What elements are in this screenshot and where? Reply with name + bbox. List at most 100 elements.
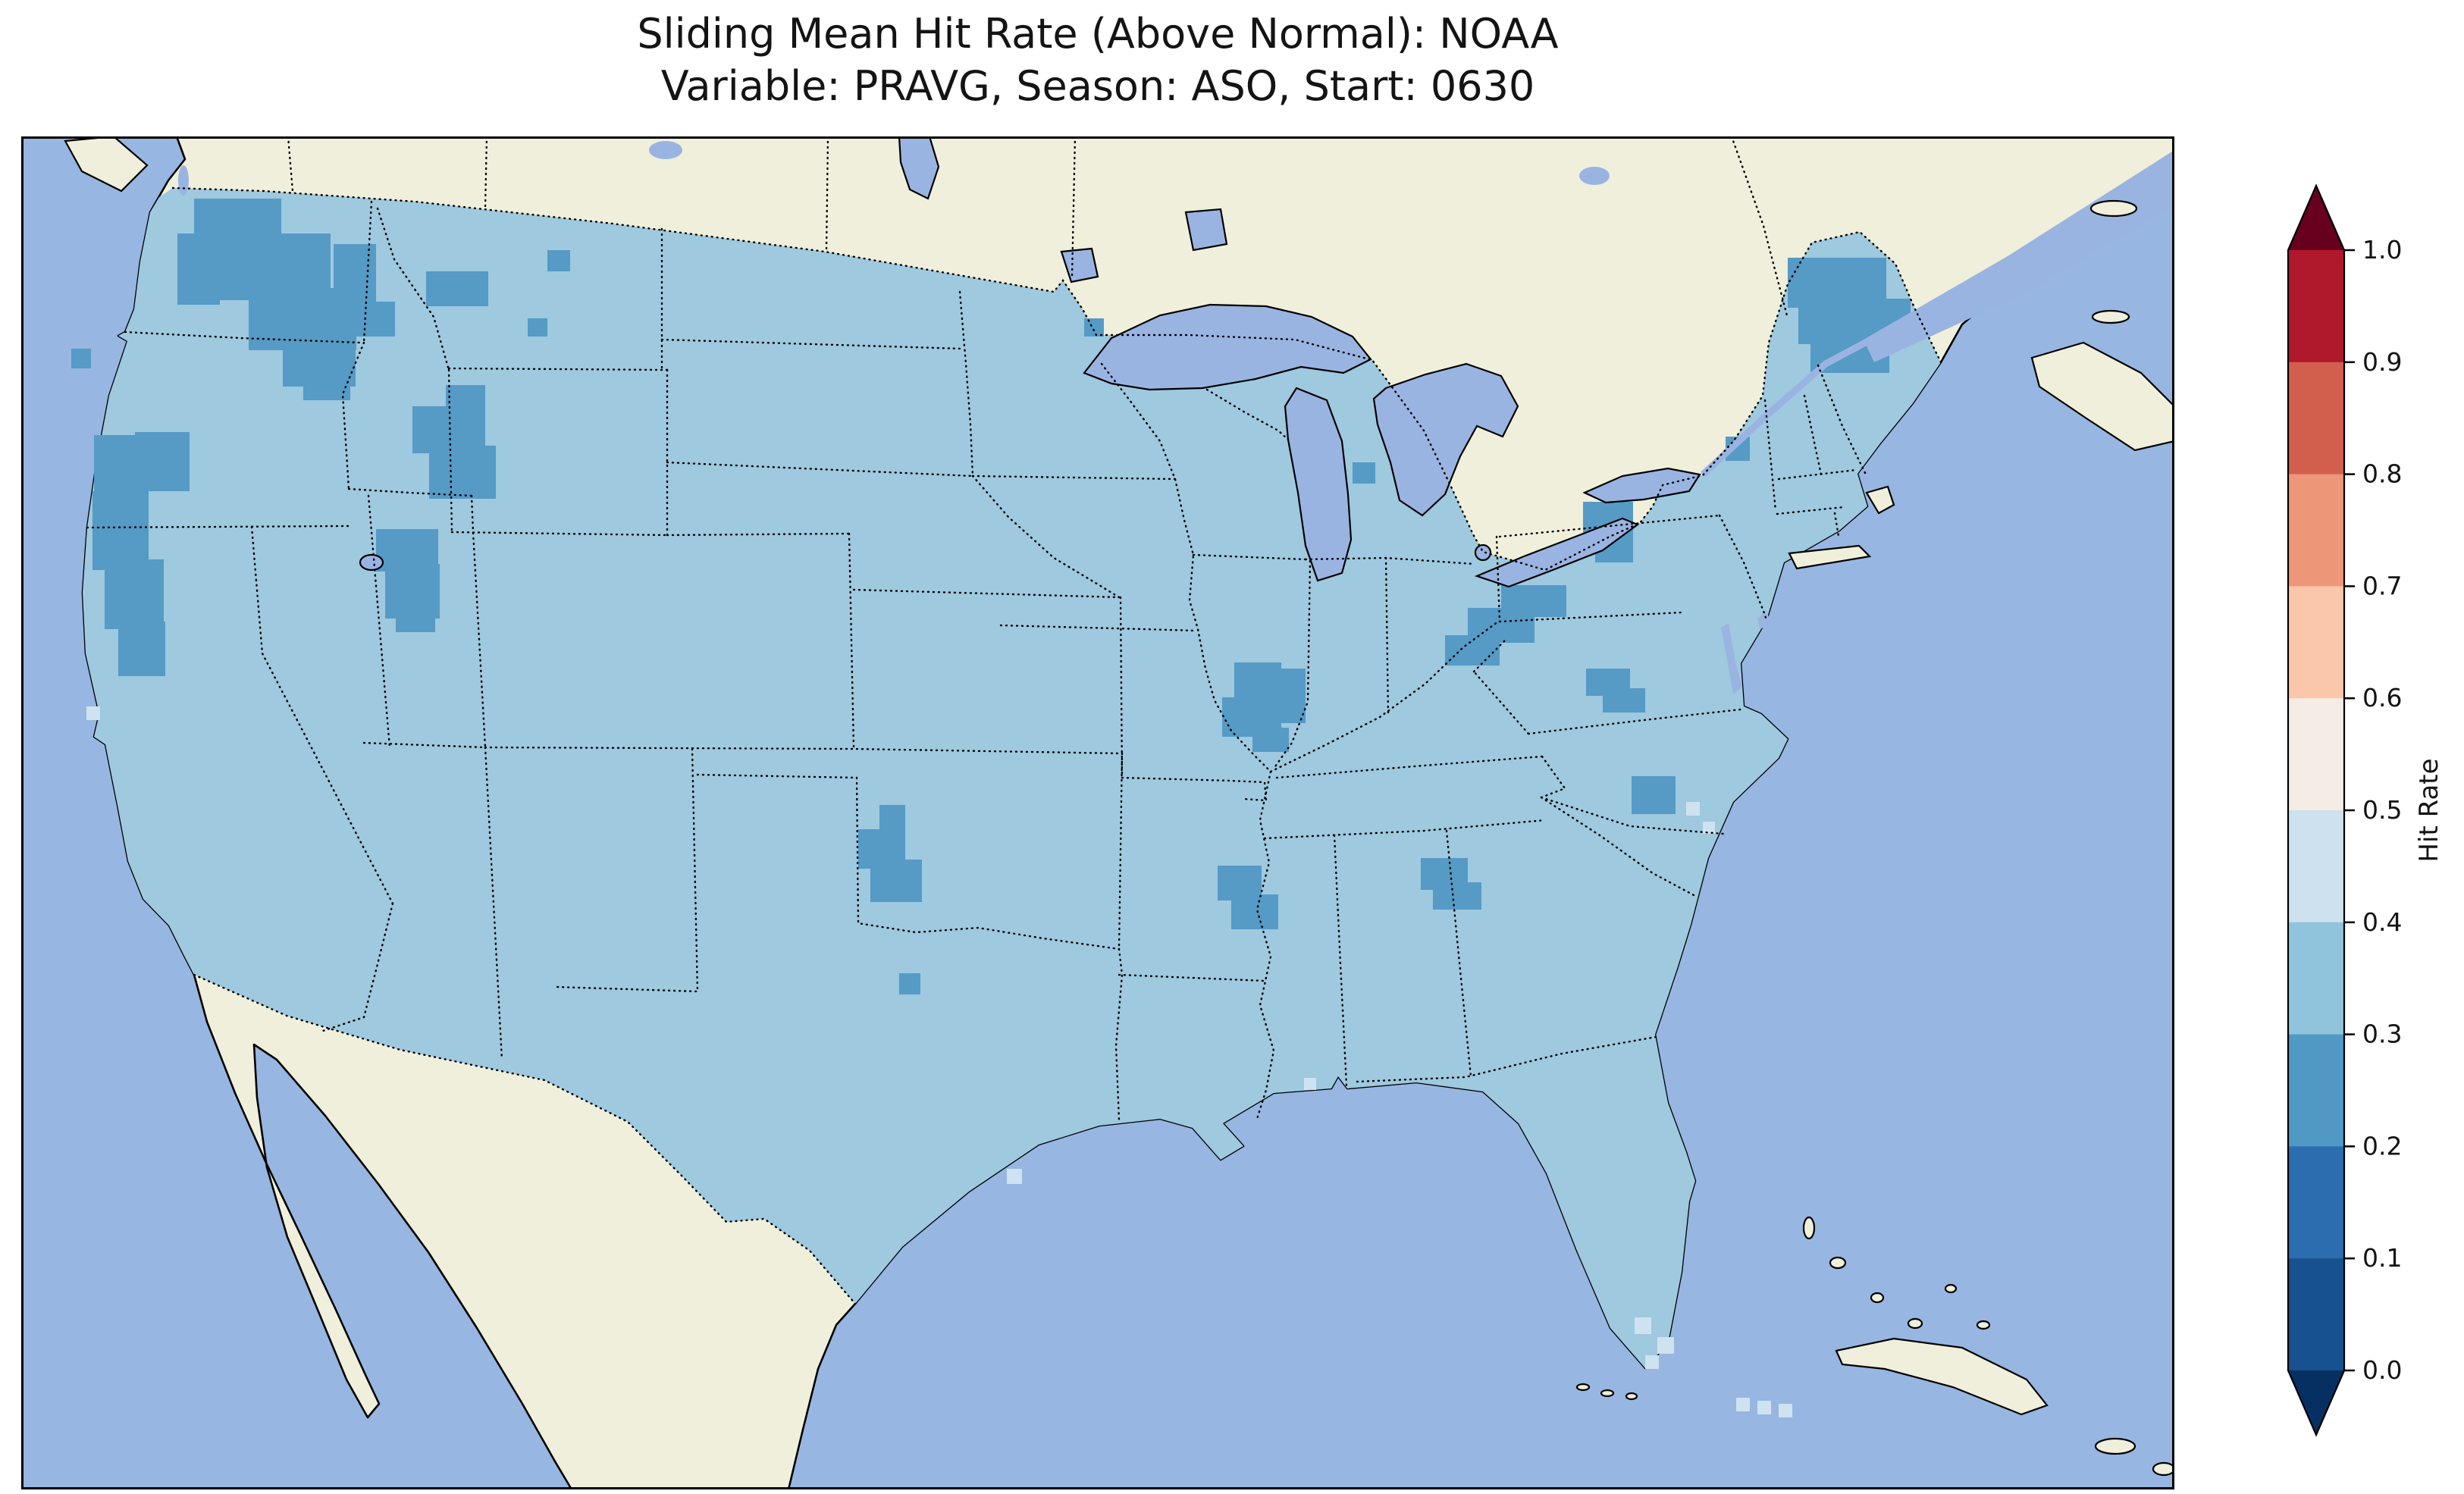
map-axes: [21, 136, 2174, 1489]
patch-wyoming: [412, 385, 496, 499]
border-nv-ut: [367, 494, 391, 749]
border-wa-id: [362, 200, 373, 344]
hit-rate-cells-0.4-0.5: [86, 706, 1792, 1417]
border-ne-ks: [852, 588, 1121, 599]
patch-california: [71, 349, 190, 676]
colorbar-segment: [2288, 1146, 2344, 1260]
colorbar-tick-label: 0.9: [2362, 347, 2402, 377]
border-ma-ct: [1776, 506, 1845, 515]
patch-michigan-dot: [1084, 318, 1375, 484]
st-lawrence-river: [1700, 338, 1870, 478]
colorbar-tick-label: 1.0: [2362, 235, 2402, 265]
colorbar-tick-label: 0.1: [2362, 1243, 2402, 1273]
lake-winnipeg: [898, 136, 940, 200]
patch-mississippi: [1218, 866, 1278, 929]
anticosti-island: [2089, 199, 2138, 218]
border-missouri-river-ne-ia: [971, 475, 1121, 599]
colorbar-segment: [2288, 1034, 2344, 1148]
bahamas-island-2: [1829, 1256, 1847, 1270]
colorbar-tick-label: 0.2: [2362, 1131, 2402, 1160]
colorbar-ticks: 1.0 0.9 0.8 0.7 0.6 0.5 0.4 0.3 0.2 0.1 0.0: [2344, 235, 2402, 1385]
border-or-ca-nv: [86, 525, 350, 529]
border-wy-west: [447, 368, 453, 534]
colorbar-segment: [2288, 810, 2344, 923]
florida-key-1: [1575, 1383, 1591, 1392]
florida-key-3: [1625, 1392, 1638, 1401]
border-ok-ar-west: [1118, 752, 1124, 951]
patch-oklahoma: [858, 805, 922, 994]
cuba: [1835, 1337, 2049, 1416]
bahamas-island-3: [1870, 1292, 1885, 1304]
border-wy-south: [450, 531, 669, 537]
caribbean-islet: [2152, 1461, 2174, 1477]
border-delaware-river: [1718, 514, 1768, 622]
province-border-sk-mb: [825, 136, 829, 253]
patch-ohio-westvirginia: [1445, 585, 1566, 666]
colorbar-axis-label: Hit Rate: [2414, 758, 2444, 862]
colorbar-tick-label: 0.6: [2362, 683, 2402, 713]
border-id-mt: [376, 207, 450, 371]
lake-superior: [1083, 303, 1372, 391]
border-tn-south: [1263, 819, 1547, 840]
border-ms-al: [1333, 834, 1348, 1087]
border-nh-me: [1817, 364, 1868, 478]
patch-georgia: [1421, 858, 1481, 910]
patch-illinois-missouri: [1222, 662, 1306, 752]
border-sd-ne: [666, 461, 974, 478]
border-ga-sc: [1540, 796, 1697, 897]
colorbar-segment: [2288, 922, 2344, 1035]
long-island: [1788, 544, 1872, 570]
lake-michigan: [1284, 387, 1353, 582]
colorbar-tick-label: 0.3: [2362, 1019, 2402, 1049]
colorbar-segments: [2288, 250, 2344, 1371]
border-ct-ri: [1833, 512, 1840, 537]
border-mn-ia: [971, 475, 1177, 481]
colorbar-segment: [2288, 474, 2344, 587]
colorbar-segment: [2288, 250, 2344, 363]
title-line-2: Variable: PRAVG, Season: ASO, Start: 063…: [660, 62, 1535, 111]
border-al-ga: [1445, 829, 1472, 1078]
delaware-bay: [1757, 611, 1771, 629]
border-ia-mo: [999, 624, 1196, 632]
border-id-south: [347, 487, 473, 497]
border-az-nm: [484, 746, 503, 1061]
border-pa-ny: [1498, 514, 1721, 538]
border-ut-az-nv: [362, 741, 487, 749]
colorbar-tick-label: 0.7: [2362, 571, 2402, 600]
colorbar: 1.0 0.9 0.8 0.7 0.6 0.5 0.4 0.3 0.2 0.1 0.0 Hit Ra…: [2259, 167, 2464, 1455]
border-ky-va-wv-1: [1472, 670, 1530, 735]
border-lower-mississippi: [1256, 770, 1275, 1120]
patch-north-carolina: [1586, 669, 1645, 713]
colorbar-tick-label: 0.0: [2362, 1355, 2402, 1385]
colorbar-segment: [2288, 698, 2344, 811]
province-border-bc-ab: [287, 136, 294, 193]
prince-edward-island: [2091, 309, 2130, 324]
border-il-in: [1272, 559, 1312, 770]
colorbar-extend-under: [2288, 1370, 2344, 1435]
border-ohio-river: [1269, 620, 1500, 773]
border-37th-parallel: [484, 746, 1124, 755]
colorbar-tick-label: 0.4: [2362, 907, 2402, 937]
border-ca-az: [321, 902, 394, 1032]
map-canvas: [21, 136, 2174, 1489]
islands: [64, 136, 2174, 1477]
colorbar-segment: [2288, 586, 2344, 700]
border-mn-west: [958, 290, 974, 478]
lake-nipigon: [1184, 208, 1228, 252]
border-nm-east: [554, 747, 699, 993]
border-mt-wy: [447, 367, 669, 371]
border-co-east: [848, 532, 855, 749]
border-in-oh: [1384, 556, 1390, 717]
lake-ontario: [1582, 467, 1701, 504]
province-border-on-qc: [1730, 136, 1789, 320]
border-nc-sc: [1540, 796, 1725, 835]
border-co-north: [666, 532, 851, 537]
small-lake-1: [649, 141, 682, 159]
border-ar-la: [1118, 973, 1266, 982]
border-oh-pa: [1495, 535, 1501, 623]
bahamas-island-4: [1907, 1317, 1923, 1330]
colorbar-canvas: 1.0 0.9 0.8 0.7 0.6 0.5 0.4 0.3 0.2 0.1 0.0 Hit Ra…: [2287, 183, 2444, 1437]
border-tx-panhandle-top: [696, 773, 858, 779]
colorbar-extend-over: [2288, 186, 2344, 250]
province-border-ab-sk: [484, 136, 488, 211]
